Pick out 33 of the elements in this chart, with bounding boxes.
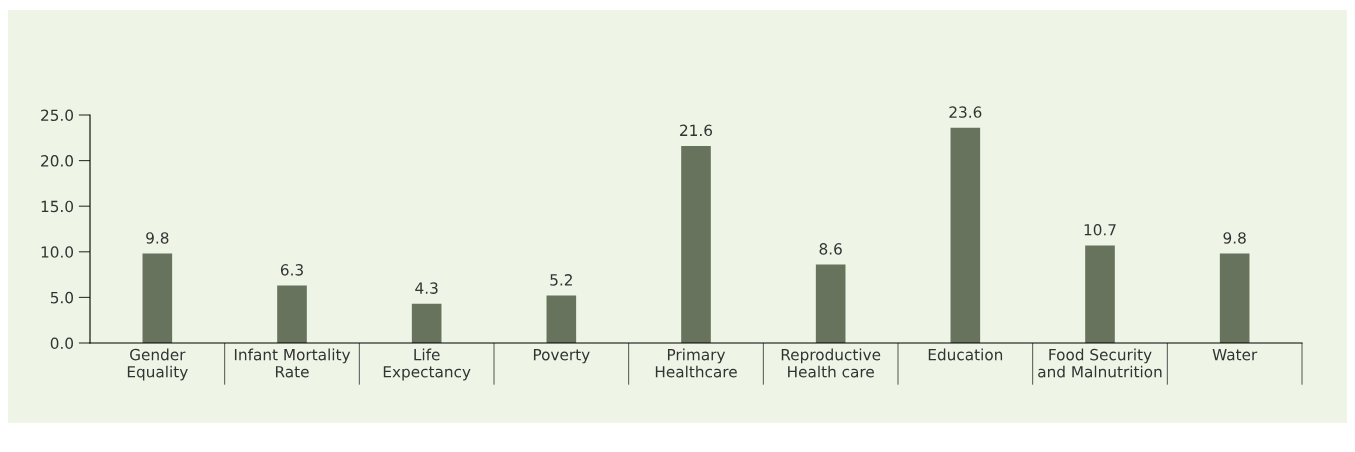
bar: [950, 127, 981, 343]
x-tick-label: Reproductive Health care: [781, 348, 881, 378]
x-tick-label: Food Security and Malnutrition: [1038, 348, 1162, 378]
bar: [681, 146, 711, 343]
bar: [277, 285, 307, 343]
x-tick-label: Primary Healthcare: [655, 348, 737, 378]
data-label: 4.3: [415, 282, 438, 294]
bar: [546, 295, 577, 343]
y-tick-label: 10.0: [41, 246, 74, 258]
x-tick-label: Poverty: [533, 349, 590, 364]
data-label: 9.8: [146, 232, 169, 244]
data-label: 10.7: [1084, 223, 1116, 236]
bar: [1085, 245, 1115, 343]
y-tick-label: 5.0: [50, 291, 74, 304]
data-label: 6.3: [280, 264, 303, 276]
bar: [411, 303, 442, 343]
y-tick-label: 25.0: [41, 109, 74, 122]
y-tick-label: 20.0: [41, 155, 74, 167]
x-tick-label: Life Expectancy: [383, 348, 471, 381]
bar: [142, 253, 173, 343]
bar: [815, 264, 846, 343]
data-label: 21.6: [680, 124, 713, 137]
x-tick-label: Education: [928, 348, 1003, 361]
data-label: 8.6: [819, 243, 842, 255]
y-tick-label: 0.0: [50, 337, 74, 350]
x-tick-label: Infant Mortality Rate: [234, 348, 351, 378]
data-label: 5.2: [550, 274, 572, 286]
x-tick-label: Water: [1212, 349, 1258, 361]
y-tick-label: 15.0: [41, 200, 74, 213]
bar: [1219, 253, 1250, 343]
data-label: 9.8: [1223, 232, 1246, 244]
x-tick-label: Gender Equality: [127, 348, 188, 381]
data-label: 23.6: [949, 106, 982, 118]
